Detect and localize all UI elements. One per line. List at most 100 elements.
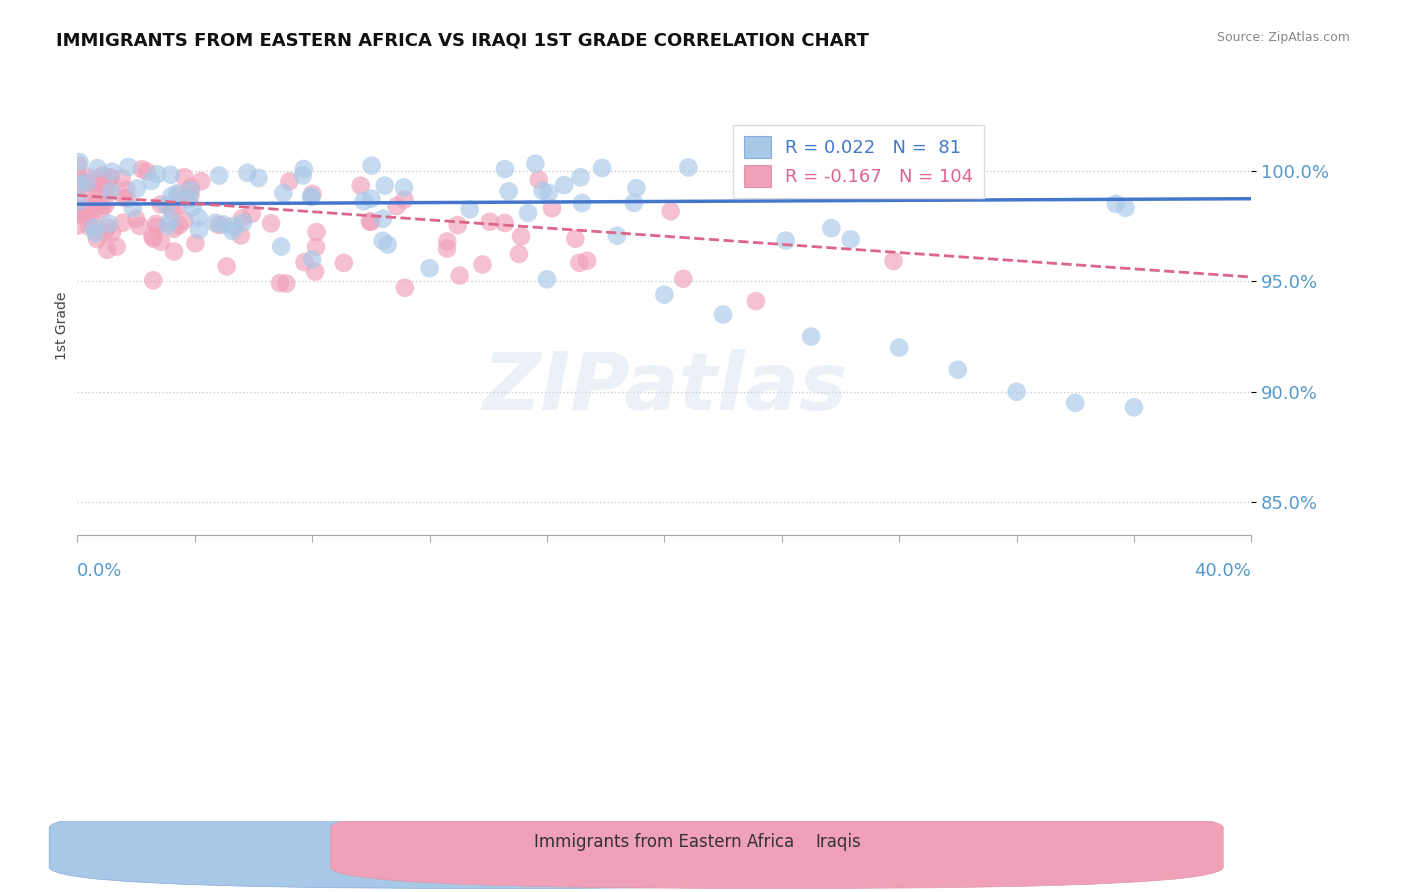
Point xyxy=(394,281,416,295)
Point xyxy=(181,201,204,215)
Point xyxy=(76,169,98,184)
Point xyxy=(392,180,415,194)
Point xyxy=(83,176,105,190)
Point xyxy=(385,199,408,213)
Point xyxy=(125,212,148,227)
Point xyxy=(180,180,202,194)
Point xyxy=(678,161,700,175)
Point xyxy=(371,234,394,248)
Point xyxy=(142,231,165,245)
Point xyxy=(160,202,183,217)
Point xyxy=(537,186,560,200)
Point xyxy=(576,253,599,268)
Point xyxy=(449,268,471,283)
Point xyxy=(1122,401,1144,415)
Point xyxy=(86,189,108,203)
Point xyxy=(69,178,91,192)
Point xyxy=(458,202,481,217)
Point xyxy=(510,229,533,244)
FancyBboxPatch shape xyxy=(330,806,1223,888)
Point xyxy=(146,219,169,234)
Point xyxy=(536,272,558,286)
Point xyxy=(882,254,904,268)
FancyBboxPatch shape xyxy=(49,806,942,888)
Point xyxy=(672,272,695,286)
Point xyxy=(333,256,356,270)
Point xyxy=(155,198,177,212)
Point xyxy=(524,156,547,170)
Point xyxy=(299,189,322,203)
Point xyxy=(105,240,128,254)
Point xyxy=(82,174,104,188)
Point xyxy=(135,164,157,178)
Point xyxy=(159,213,181,227)
Point xyxy=(278,174,301,188)
Point xyxy=(69,155,91,169)
Point xyxy=(419,261,441,276)
Point xyxy=(269,276,291,290)
Point xyxy=(775,234,797,248)
Text: ZIPatlas: ZIPatlas xyxy=(482,350,846,427)
Point xyxy=(471,258,494,272)
Point xyxy=(564,232,586,246)
Point xyxy=(146,167,169,181)
Point xyxy=(77,219,100,234)
Point xyxy=(180,183,202,197)
Point xyxy=(121,201,143,215)
Point xyxy=(101,226,124,240)
Point xyxy=(98,170,121,185)
Point xyxy=(66,219,89,233)
Point xyxy=(606,228,628,243)
Point xyxy=(247,170,270,185)
Point xyxy=(353,194,375,209)
Point xyxy=(508,247,530,261)
Point xyxy=(240,207,263,221)
Point xyxy=(276,277,298,291)
Text: 40.0%: 40.0% xyxy=(1195,562,1251,580)
Point xyxy=(478,215,501,229)
Point xyxy=(97,217,120,231)
Text: Iraqis: Iraqis xyxy=(815,833,862,851)
Point xyxy=(145,217,167,231)
Point xyxy=(173,170,195,185)
Point xyxy=(1115,201,1137,215)
Point xyxy=(190,174,212,188)
Point xyxy=(1064,396,1087,410)
Point xyxy=(94,198,117,212)
Point xyxy=(212,218,235,232)
Point xyxy=(204,216,226,230)
Point xyxy=(946,362,969,376)
Point xyxy=(294,255,316,269)
Point xyxy=(93,226,115,240)
Point xyxy=(166,200,188,214)
Point xyxy=(149,197,172,211)
Point xyxy=(231,211,253,226)
Point xyxy=(128,219,150,233)
Point xyxy=(374,178,396,193)
Point xyxy=(187,211,209,225)
Point xyxy=(889,341,911,355)
Point xyxy=(800,329,823,343)
Point xyxy=(75,206,97,220)
Point xyxy=(82,204,104,219)
Point xyxy=(371,211,394,226)
Point xyxy=(167,187,190,202)
Point xyxy=(86,232,108,246)
Point xyxy=(260,216,283,230)
Point xyxy=(173,213,195,227)
Point xyxy=(163,244,186,259)
Point xyxy=(531,184,554,198)
Point xyxy=(839,232,862,246)
Point xyxy=(66,208,89,222)
Point xyxy=(208,169,231,183)
Point xyxy=(100,170,122,185)
Point xyxy=(222,219,245,233)
Point xyxy=(76,204,98,219)
Point xyxy=(94,181,117,195)
Point xyxy=(159,168,181,182)
Point xyxy=(131,162,153,177)
Point xyxy=(553,178,575,192)
Point xyxy=(70,203,93,218)
Point xyxy=(98,182,121,196)
Text: 0.0%: 0.0% xyxy=(77,562,122,580)
